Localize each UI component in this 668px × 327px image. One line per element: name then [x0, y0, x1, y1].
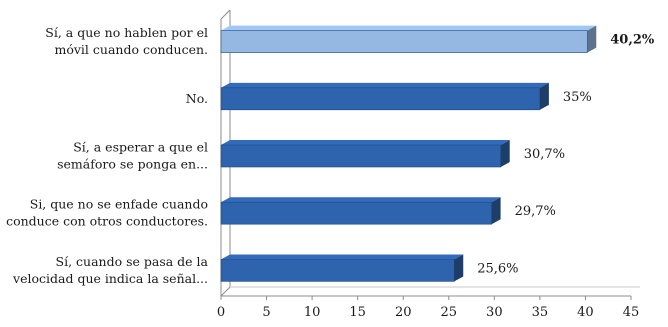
bar: [220, 201, 492, 225]
data-label: 29,7%: [515, 204, 556, 219]
x-tick-label: 20: [395, 305, 412, 320]
bar: [220, 144, 502, 168]
floor-corner-edge: [220, 286, 231, 297]
data-label: 40,2%: [610, 33, 655, 48]
category-label: semáforo se ponga en...: [57, 157, 208, 172]
bar-end-face: [454, 254, 464, 282]
x-tick-label: 0: [217, 305, 225, 320]
bar-top-face: [221, 140, 510, 145]
x-tick-label: 40: [577, 305, 594, 320]
x-tick-label: 35: [532, 305, 549, 320]
bar-top-face: [221, 82, 549, 88]
x-tick-label: 25: [441, 305, 458, 320]
x-tick-label: 5: [262, 305, 270, 320]
bar-end-face: [539, 82, 549, 110]
category-label: Sí, cuando se pasa de la: [56, 254, 209, 269]
category-label: móvil cuando conducen.: [54, 42, 208, 57]
data-label: 30,7%: [524, 147, 565, 162]
bar-top-face: [221, 254, 464, 260]
category-label: conduce con otros conductores.: [6, 214, 208, 229]
bar: [220, 259, 455, 282]
x-tick-label: 45: [623, 305, 640, 320]
category-label: velocidad que indica la señal...: [12, 271, 208, 286]
bar: [220, 30, 588, 53]
bar-end-face: [491, 197, 501, 225]
x-tick-label: 15: [349, 305, 366, 320]
bar-end-face: [587, 25, 597, 53]
data-label: 25,6%: [477, 261, 518, 276]
bar: [220, 87, 541, 111]
category-label: No.: [186, 91, 208, 106]
x-tick-label: 30: [486, 305, 503, 320]
bar-top-face: [221, 25, 597, 31]
data-label: 35%: [563, 90, 592, 105]
category-label: Si, que no se enfade cuando: [30, 197, 208, 212]
bar-top-face: [221, 197, 501, 203]
wall-top-edge: [220, 9, 231, 20]
bar-end-face: [500, 140, 510, 167]
x-tick-label: 10: [304, 305, 321, 320]
category-label: Sí, a que no hablen por el: [45, 25, 208, 40]
category-label: Sí, a esperar a que el: [73, 140, 208, 155]
